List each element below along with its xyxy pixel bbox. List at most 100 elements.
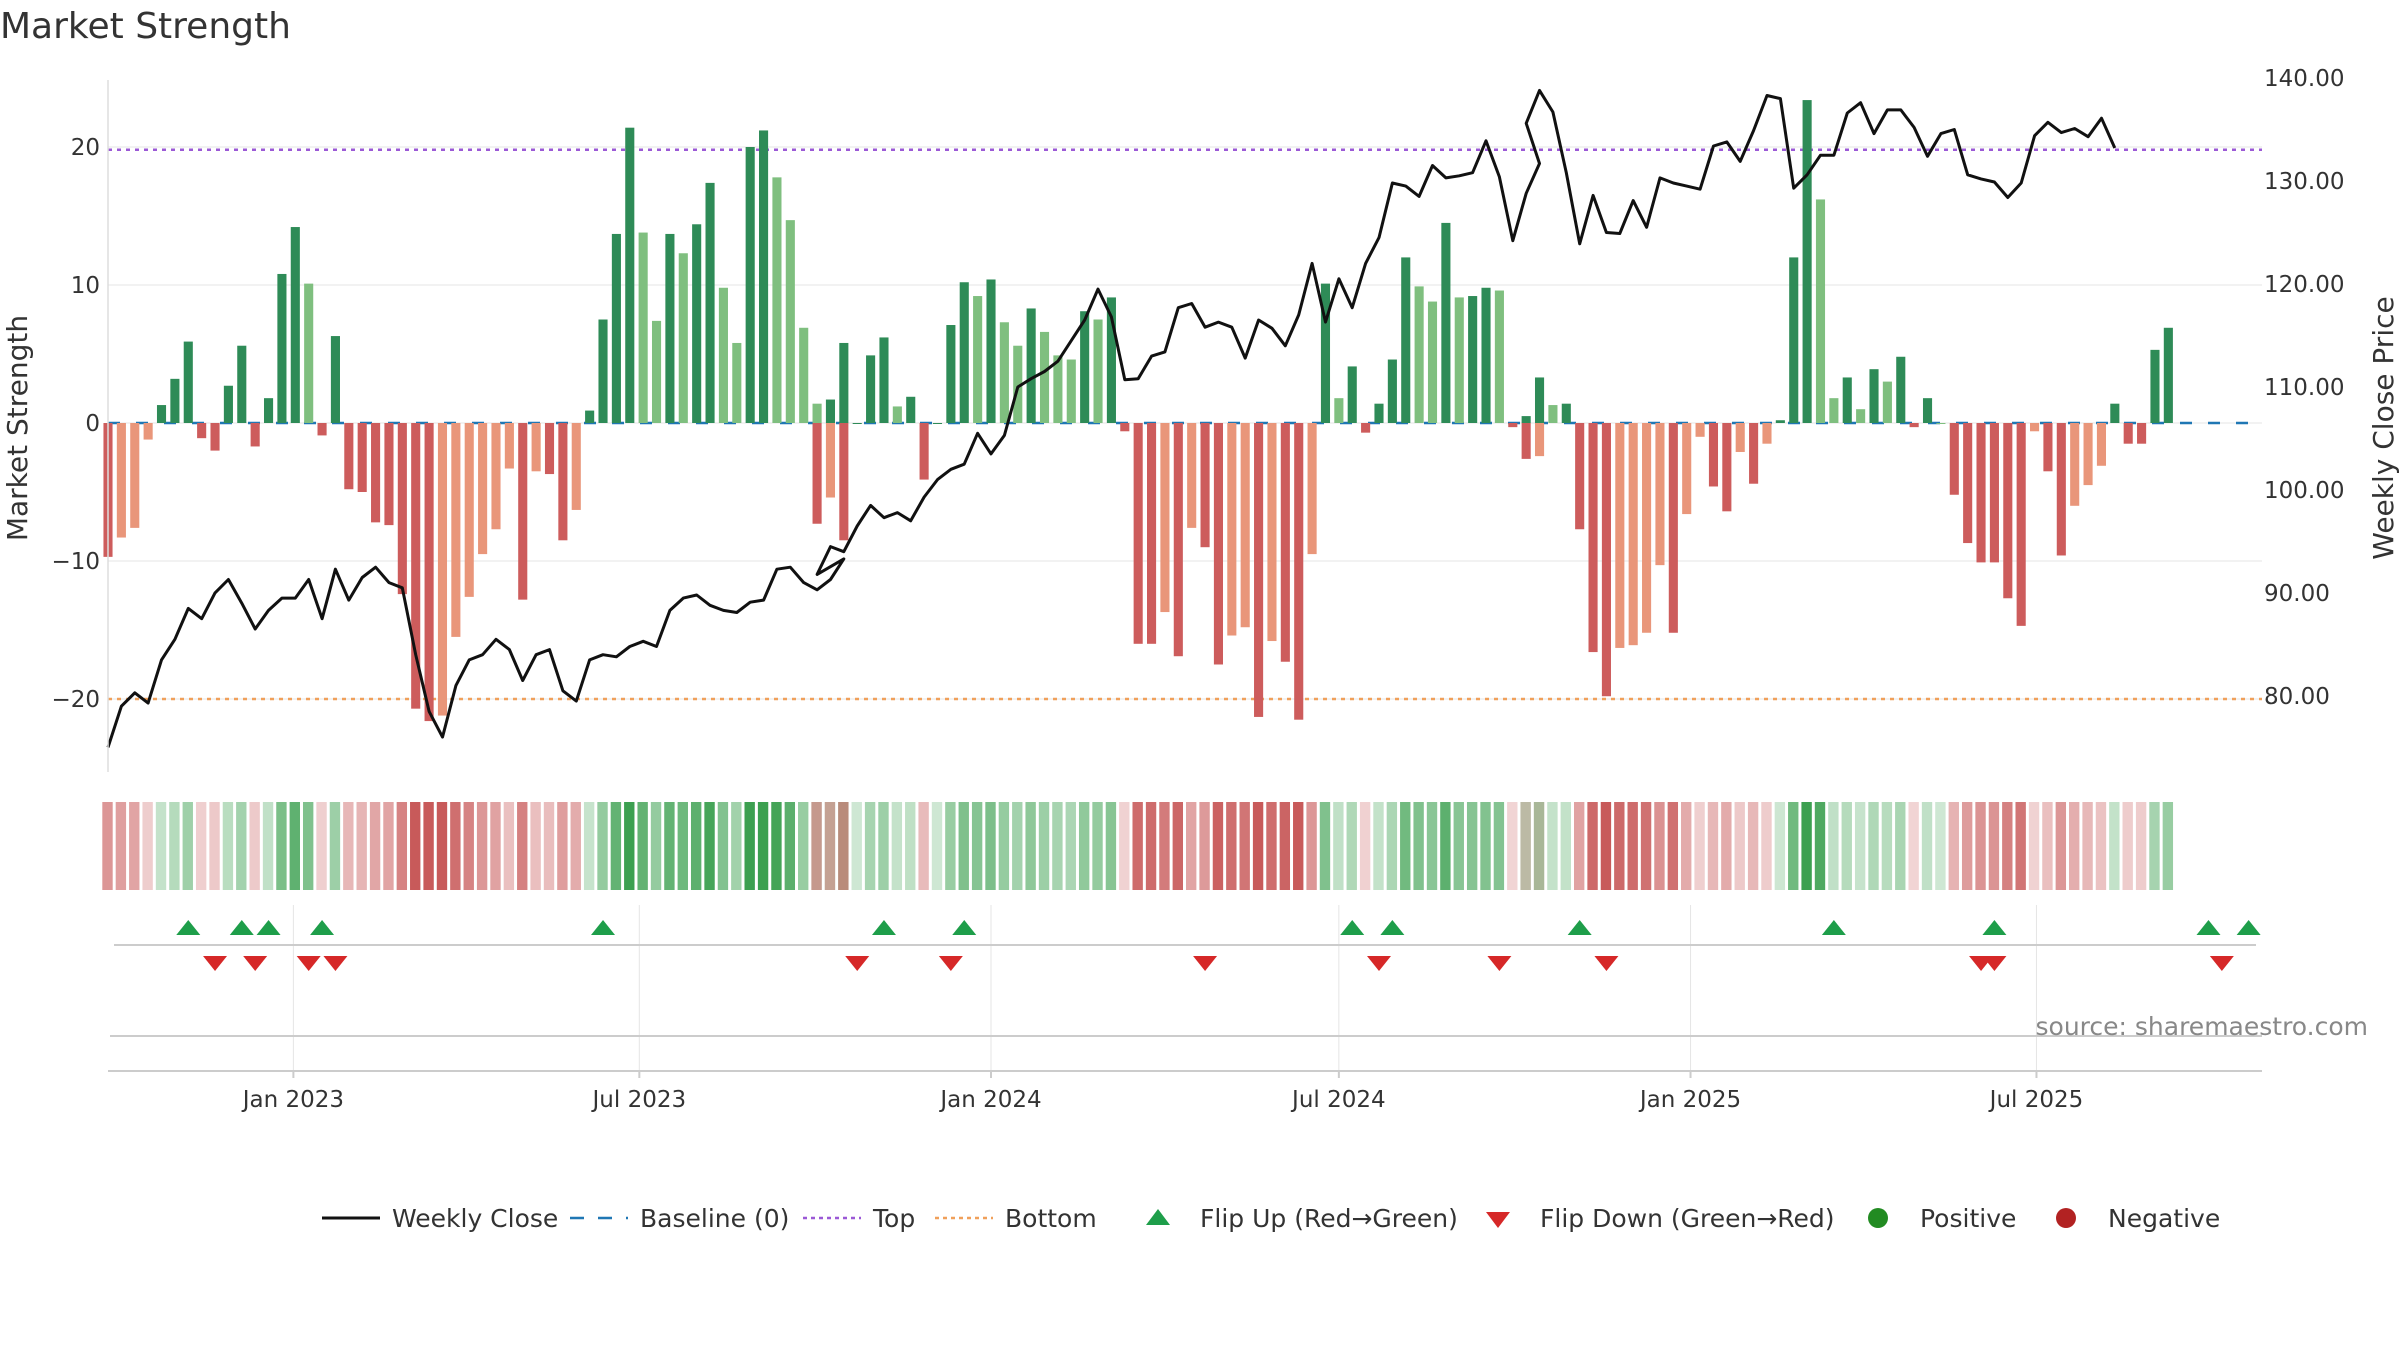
strength-bar xyxy=(531,423,541,472)
heat-cell xyxy=(343,802,354,890)
strength-bar xyxy=(638,232,648,423)
heat-cell xyxy=(1734,802,1745,890)
strength-bar xyxy=(1441,222,1451,423)
strength-bar xyxy=(1200,423,1210,548)
heat-cell xyxy=(784,802,796,890)
strength-bar xyxy=(839,423,849,541)
strength-bar xyxy=(1534,423,1545,457)
strength-bar xyxy=(732,342,742,423)
heat-cell xyxy=(1145,802,1157,890)
heat-cell xyxy=(503,802,515,890)
heat-cell xyxy=(1761,802,1772,890)
heat-cell xyxy=(369,802,381,890)
flip-up-marker xyxy=(1380,920,1405,935)
right-tick-label: 140.00 xyxy=(2264,66,2344,92)
strength-bar xyxy=(1749,423,1759,484)
flip-markers xyxy=(110,920,2262,1037)
heat-cell xyxy=(195,802,207,890)
heat-cell xyxy=(1801,802,1812,890)
heat-cell xyxy=(570,802,581,890)
heat-cell xyxy=(958,802,969,890)
heat-cell xyxy=(490,802,501,890)
heat-cell xyxy=(1935,802,1946,890)
heat-cell xyxy=(1239,802,1250,890)
flip-up-marker xyxy=(1821,920,1846,935)
heat-cell xyxy=(1266,802,1277,890)
strength-bar xyxy=(1468,296,1478,423)
flip-up-marker xyxy=(229,920,254,935)
strength-bar xyxy=(1280,423,1290,662)
strength-bar xyxy=(1227,423,1237,636)
legend-item: Negative xyxy=(2056,1204,2220,1233)
heat-cell xyxy=(1533,802,1545,890)
strength-bar xyxy=(1936,423,1946,424)
legend-item: Flip Up (Red→Green) xyxy=(1146,1204,1458,1233)
heat-cell xyxy=(1640,802,1652,890)
heat-cell xyxy=(1293,802,1304,890)
strength-bar xyxy=(304,283,314,423)
left-tick-label: 0 xyxy=(85,411,100,437)
strength-bar xyxy=(1039,331,1050,423)
flip-up-marker xyxy=(871,920,896,935)
strength-bar xyxy=(1053,355,1063,423)
strength-bar xyxy=(611,233,621,423)
heat-cell xyxy=(2015,802,2026,890)
strength-bar xyxy=(571,423,581,510)
strength-bar xyxy=(2137,423,2147,444)
heat-cell xyxy=(1694,802,1705,890)
strength-bar xyxy=(799,327,809,423)
strength-bar xyxy=(1829,398,1839,423)
heat-cell xyxy=(155,802,167,890)
heat-cell xyxy=(998,802,1010,890)
heat-cell xyxy=(1119,802,1130,890)
flip-down-marker xyxy=(296,956,321,971)
heat-cell xyxy=(1975,802,1986,890)
strength-bar xyxy=(2110,403,2120,423)
heat-cell xyxy=(2149,802,2160,890)
strength-bar xyxy=(2123,423,2133,444)
left-tick-label: −20 xyxy=(51,687,100,713)
strength-bar xyxy=(718,287,728,423)
strength-bar xyxy=(1789,257,1799,423)
heat-cell xyxy=(1908,802,1919,890)
strength-bar xyxy=(317,423,327,436)
strength-bar xyxy=(705,182,715,423)
heat-cell xyxy=(838,802,849,890)
legend-item: Bottom xyxy=(935,1204,1097,1233)
heat-cell xyxy=(931,802,943,890)
heat-cell xyxy=(450,802,461,890)
heat-cell xyxy=(2109,802,2120,890)
strength-bar xyxy=(825,399,836,423)
chart-title: Market Strength xyxy=(0,6,291,47)
heat-cell xyxy=(2042,802,2053,890)
heat-cell xyxy=(1895,802,1906,890)
strength-bar xyxy=(1534,377,1545,423)
heat-cell xyxy=(1774,802,1786,890)
flip-up-marker xyxy=(952,920,977,935)
strength-bar xyxy=(2056,423,2066,556)
x-tick-label: Jul 2023 xyxy=(591,1087,687,1113)
strength-bar xyxy=(1949,423,1959,495)
heat-cell xyxy=(1654,802,1665,890)
strength-bar xyxy=(1575,423,1585,530)
strength-bar xyxy=(1561,403,1571,423)
heat-cell xyxy=(1480,802,1491,890)
x-tick-label: Jan 2024 xyxy=(938,1087,1041,1113)
heat-cell xyxy=(1413,802,1424,890)
heat-cell xyxy=(1373,802,1384,890)
legend-item: Baseline (0) xyxy=(570,1204,789,1233)
heat-cell xyxy=(169,802,180,890)
strength-bar xyxy=(932,423,943,424)
strength-bar xyxy=(1147,423,1157,644)
flip-down-marker xyxy=(243,956,268,971)
strength-bar xyxy=(1655,423,1665,566)
heat-cell xyxy=(2002,802,2013,890)
strength-bar xyxy=(2150,349,2160,423)
strength-bar xyxy=(2070,423,2080,506)
legend-item: Positive xyxy=(1868,1204,2016,1233)
strength-bar xyxy=(651,320,662,423)
right-tick-label: 100.00 xyxy=(2264,478,2344,504)
heat-cell xyxy=(476,802,488,890)
heat-cell xyxy=(2055,802,2067,890)
heat-cell xyxy=(2162,802,2174,890)
